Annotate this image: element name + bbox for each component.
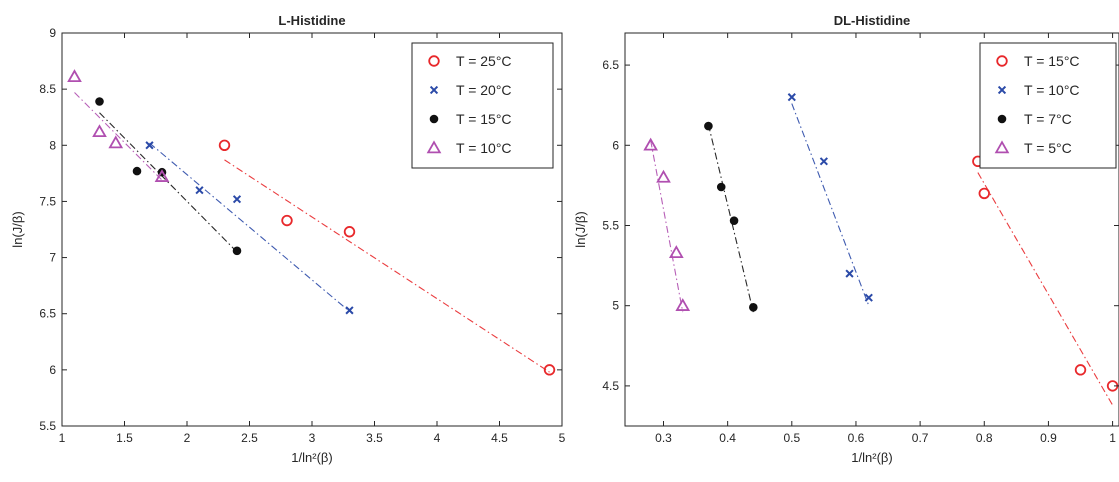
legend-label-4: T = 10°C — [456, 140, 512, 156]
legend: T = 25°C T = 20°C T = 15°C T = 10°C — [411, 42, 554, 169]
legend-label-1: T = 15°C — [1024, 53, 1080, 69]
y-tick-label: 6 — [49, 363, 56, 377]
fit-line-3 — [707, 124, 754, 313]
data-point-s1-2 — [978, 187, 990, 200]
data-point-s3-1 — [704, 121, 713, 131]
y-tick-label: 9 — [49, 26, 56, 40]
data-point-s4-1 — [643, 137, 659, 151]
data-point-s1-3 — [343, 226, 356, 238]
x-tick-label: 2 — [184, 431, 191, 445]
fit-line-1 — [224, 159, 550, 373]
y-tick-label: 5 — [612, 299, 619, 313]
data-point-s4-1 — [67, 69, 82, 83]
legend-box — [979, 42, 1117, 169]
plot-frame — [624, 32, 1119, 427]
legend: T = 15°C T = 10°C T = 7°C T = 5°C — [979, 42, 1117, 169]
x-tick-label: 0.5 — [783, 431, 800, 445]
legend-marker-2 — [997, 85, 1007, 95]
x-axis-label: 1/ln²(β) — [851, 450, 892, 465]
data-point-s2-1 — [787, 93, 796, 102]
data-point-s4-3 — [108, 135, 124, 149]
legend-label-2: T = 10°C — [1024, 82, 1080, 98]
x-tick-label: 1 — [59, 431, 66, 445]
x-tick-label: 0.4 — [719, 431, 736, 445]
data-point-s4-2 — [656, 169, 671, 183]
y-axis-label: ln(J/β) — [573, 211, 588, 247]
data-point-s1-1 — [218, 139, 231, 151]
legend-marker-2 — [429, 85, 439, 95]
data-point-s3-4 — [232, 246, 242, 256]
legend-marker-4 — [426, 140, 442, 154]
x-tick-label: 5 — [559, 431, 566, 445]
x-tick-label: 4 — [434, 431, 441, 445]
data-point-s2-2 — [819, 157, 828, 166]
fit-line-1 — [977, 172, 1114, 406]
data-point-s4-4 — [154, 169, 170, 182]
x-tick-label: 3 — [309, 431, 316, 445]
fit-line-3 — [99, 112, 238, 253]
legend-marker-1 — [996, 55, 1008, 67]
y-tick-label: 7.5 — [39, 194, 56, 208]
legend-marker-3 — [997, 114, 1007, 124]
data-point-s4-4 — [675, 298, 691, 311]
legend-box — [411, 42, 554, 169]
chart-title: L-Histidine — [278, 13, 345, 28]
data-point-s2-4 — [864, 293, 873, 302]
fit-line-4 — [650, 140, 684, 313]
data-point-s1-2 — [281, 214, 293, 227]
x-tick-label: 0.8 — [976, 431, 993, 445]
data-point-s3-3 — [729, 216, 739, 225]
x-tick-label: 0.9 — [1040, 431, 1057, 445]
legend-label-4: T = 5°C — [1024, 140, 1072, 156]
y-tick-label: 6.5 — [602, 58, 619, 72]
chart-panel-2: DL-Histidine 0.3 0.4 0.5 0.6 0.7 0.8 0.9 1 4.5 5 5.… — [573, 13, 1119, 465]
legend-marker-1 — [428, 55, 440, 67]
x-tick-label: 0.3 — [655, 431, 672, 445]
y-tick-label: 4.5 — [602, 379, 619, 393]
x-tick-label: 2.5 — [241, 431, 258, 445]
y-tick-label: 8 — [49, 138, 56, 152]
y-tick-label: 5.5 — [39, 419, 56, 433]
data-point-s4-3 — [668, 245, 684, 259]
data-point-s3-1 — [95, 97, 104, 106]
x-tick-label: 1.5 — [116, 431, 133, 445]
data-point-s2-1 — [145, 141, 154, 150]
data-point-s3-4 — [749, 302, 758, 312]
data-point-s3-2 — [716, 182, 726, 192]
y-tick-label: 6 — [612, 138, 619, 152]
x-tick-label: 3.5 — [366, 431, 383, 445]
y-tick-label: 8.5 — [39, 82, 56, 96]
legend-label-2: T = 20°C — [456, 82, 512, 98]
legend-marker-4 — [994, 140, 1010, 154]
x-axis-label: 1/ln²(β) — [291, 450, 332, 465]
y-tick-label: 5.5 — [602, 218, 619, 232]
data-point-s2-3 — [845, 269, 854, 278]
legend-label-3: T = 7°C — [1024, 111, 1072, 127]
data-point-s2-4 — [345, 306, 354, 315]
x-tick-label: 0.7 — [912, 431, 929, 445]
legend-marker-3 — [429, 114, 439, 124]
data-point-s3-2 — [132, 166, 142, 176]
x-tick-label: 1 — [1109, 431, 1116, 445]
x-tick-label: 4.5 — [491, 431, 508, 445]
y-tick-label: 6.5 — [39, 307, 56, 321]
y-axis-label: ln(J/β) — [10, 211, 25, 247]
x-tick-label: 0.6 — [848, 431, 865, 445]
fit-line-2 — [791, 103, 870, 306]
legend-label-3: T = 15°C — [456, 111, 512, 127]
legend-label-1: T = 25°C — [456, 53, 512, 69]
data-point-s2-2 — [195, 186, 204, 195]
y-tick-label: 7 — [49, 251, 56, 265]
fit-line-2 — [149, 142, 350, 312]
data-point-s2-3 — [232, 195, 242, 204]
data-point-s1-4 — [543, 364, 556, 376]
fit-line-4 — [74, 92, 163, 181]
data-point-s4-2 — [92, 124, 107, 138]
data-point-s1-3 — [1074, 364, 1087, 376]
chart-panel-1: L-Histidine 1 1.5 2 2.5 3 3.5 4 4.5 5 5.5 6 6.5 7 7.5 8… — [10, 13, 566, 465]
chart-title: DL-Histidine — [834, 13, 911, 28]
